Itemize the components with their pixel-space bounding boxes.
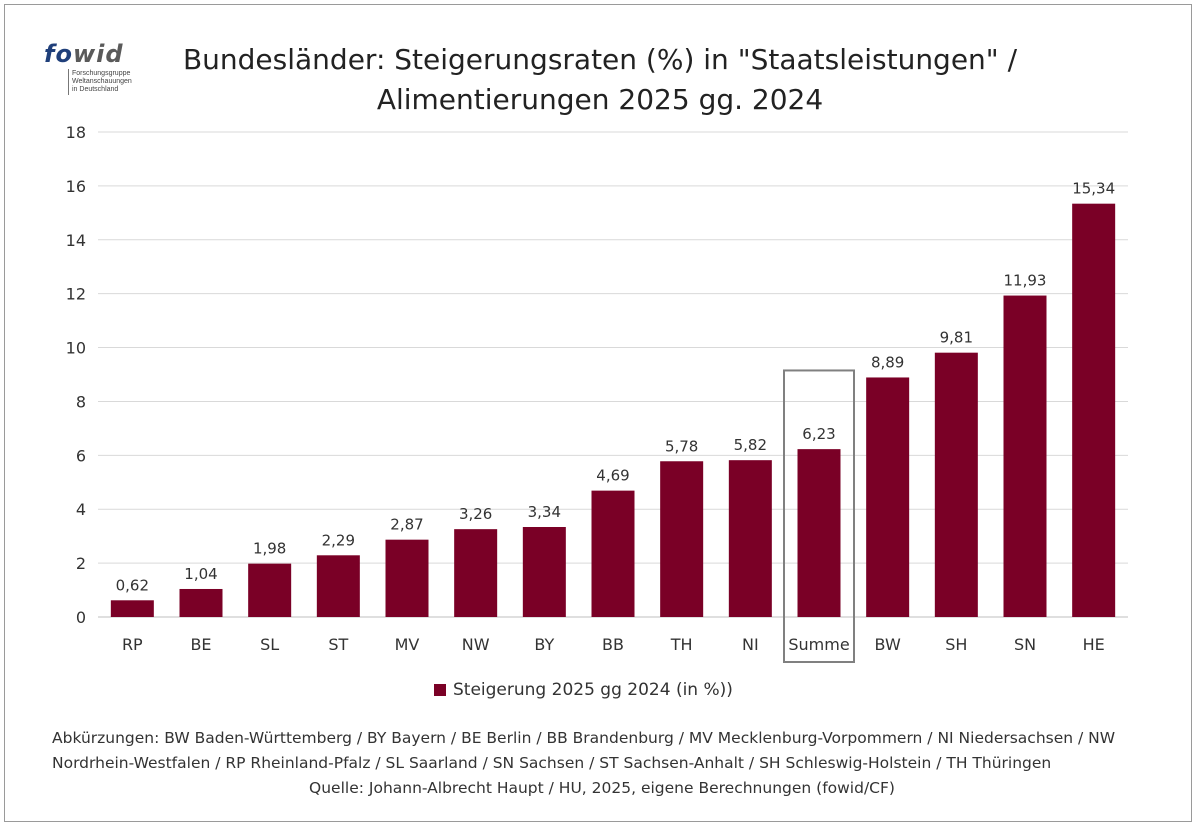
logo-wordmark: fowid bbox=[44, 40, 124, 68]
x-tick-label: TH bbox=[670, 635, 693, 654]
bar bbox=[660, 461, 704, 617]
data-label: 5,82 bbox=[734, 436, 767, 454]
x-tick-label: MV bbox=[395, 635, 420, 654]
bar bbox=[385, 539, 429, 617]
y-tick-label: 2 bbox=[76, 554, 86, 573]
data-label: 4,69 bbox=[596, 467, 629, 485]
bar bbox=[1072, 203, 1116, 617]
x-tick-label: NI bbox=[742, 635, 759, 654]
logo-divider bbox=[68, 69, 69, 95]
data-label: 6,23 bbox=[802, 425, 835, 443]
footnote: Abkürzungen: BW Baden-Württemberg / BY B… bbox=[52, 726, 1152, 801]
bar bbox=[591, 490, 635, 617]
y-tick-label: 16 bbox=[66, 177, 86, 196]
bar bbox=[454, 529, 498, 617]
bar bbox=[1003, 295, 1047, 617]
chart-frame bbox=[4, 4, 1192, 822]
x-tick-label: SN bbox=[1014, 635, 1036, 654]
data-label: 9,81 bbox=[940, 329, 973, 347]
x-tick-label: SL bbox=[260, 635, 279, 654]
logo-subline: Forschungsgruppe Weltanschauungen in Deu… bbox=[72, 70, 132, 93]
x-tick-label: RP bbox=[122, 635, 143, 654]
data-label: 5,78 bbox=[665, 437, 698, 455]
y-tick-label: 12 bbox=[66, 285, 86, 304]
chart-title-line-1: Bundesländer: Steigerungsraten (%) in "S… bbox=[182, 43, 1018, 76]
footnote-abbreviations-line-2: Nordrhein-Westfalen / RP Rheinland-Pfalz… bbox=[52, 754, 1052, 772]
x-tick-label: BY bbox=[534, 635, 554, 654]
fowid-logo: fowid Forschungsgruppe Weltanschauungen … bbox=[44, 42, 154, 97]
bar bbox=[728, 460, 772, 617]
x-tick-label: Summe bbox=[788, 635, 849, 654]
x-tick-label: SH bbox=[945, 635, 967, 654]
y-tick-label: 14 bbox=[66, 231, 86, 250]
legend-swatch bbox=[434, 684, 446, 696]
data-label: 1,04 bbox=[184, 565, 217, 583]
data-label: 3,34 bbox=[528, 503, 561, 521]
data-label: 8,89 bbox=[871, 353, 904, 371]
bar bbox=[248, 563, 292, 617]
y-tick-label: 10 bbox=[66, 339, 86, 358]
data-label: 11,93 bbox=[1004, 272, 1047, 290]
chart-title: Bundesländer: Steigerungsraten (%) in "S… bbox=[130, 40, 1070, 120]
data-label: 3,26 bbox=[459, 505, 492, 523]
bar bbox=[179, 588, 223, 617]
x-tick-label: BE bbox=[190, 635, 211, 654]
y-tick-label: 8 bbox=[76, 392, 86, 411]
bar bbox=[797, 449, 841, 617]
y-tick-label: 6 bbox=[76, 446, 86, 465]
x-tick-label: HE bbox=[1083, 635, 1105, 654]
bar bbox=[110, 600, 154, 617]
data-label: 1,98 bbox=[253, 540, 286, 558]
chart-legend: Steigerung 2025 gg 2024 (in %)) bbox=[434, 678, 733, 702]
data-label: 2,87 bbox=[390, 516, 423, 534]
data-label: 15,34 bbox=[1072, 180, 1115, 198]
y-tick-label: 4 bbox=[76, 500, 86, 519]
legend-label: Steigerung 2025 gg 2024 (in %)) bbox=[453, 680, 733, 700]
x-tick-label: ST bbox=[328, 635, 348, 654]
bar bbox=[934, 352, 978, 617]
bar bbox=[522, 527, 566, 617]
highlight-box bbox=[783, 369, 855, 663]
x-tick-label: BW bbox=[875, 635, 901, 654]
footnote-abbreviations-line-1: Abkürzungen: BW Baden-Württemberg / BY B… bbox=[52, 729, 1116, 747]
x-tick-label: NW bbox=[462, 635, 490, 654]
footnote-source: Quelle: Johann-Albrecht Haupt / HU, 2025… bbox=[309, 779, 895, 797]
y-tick-label: 18 bbox=[66, 123, 86, 142]
y-tick-label: 0 bbox=[76, 608, 86, 627]
data-label: 0,62 bbox=[116, 576, 149, 594]
x-tick-label: BB bbox=[602, 635, 624, 654]
bar bbox=[866, 377, 910, 617]
bar bbox=[316, 555, 360, 617]
data-label: 2,29 bbox=[322, 531, 355, 549]
chart-title-line-2: Alimentierungen 2025 gg. 2024 bbox=[376, 83, 824, 116]
